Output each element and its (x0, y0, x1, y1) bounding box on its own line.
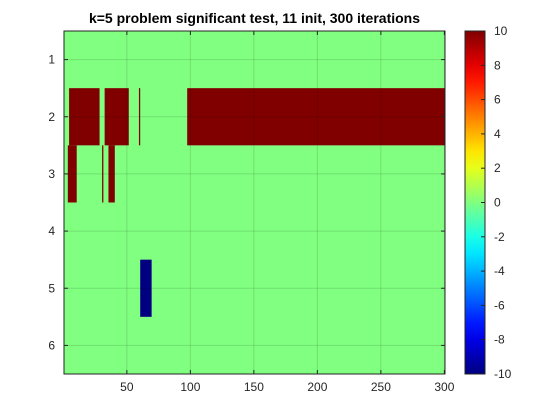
x-tick-label: 50 (120, 380, 134, 394)
y-tick-label: 3 (48, 167, 55, 181)
colorbar-tick-label: -2 (494, 230, 505, 244)
y-tick-label: 4 (48, 224, 55, 238)
chart-title: k=5 problem significant test, 11 init, 3… (89, 10, 420, 26)
heatmap-cell (104, 88, 129, 146)
colorbar-tick-label: 6 (494, 93, 501, 107)
heatmap-background (64, 31, 445, 374)
y-tick-label: 2 (48, 110, 55, 124)
y-tick-label: 6 (48, 338, 55, 352)
x-tick-label: 200 (307, 380, 327, 394)
colorbar-tick-label: -10 (494, 367, 512, 381)
heatmap-cell (67, 145, 77, 203)
heatmap-cell (187, 88, 445, 146)
x-tick-label: 150 (244, 380, 264, 394)
x-tick-label: 100 (180, 380, 200, 394)
colorbar-tick-label: -4 (494, 264, 505, 278)
heatmap-cell (138, 88, 141, 146)
colorbar-tick-label: -8 (494, 333, 505, 347)
colorbar-tick-label: 8 (494, 58, 501, 72)
y-tick-label: 1 (48, 53, 55, 67)
y-tick-label: 5 (48, 281, 55, 295)
x-tick-label: 300 (434, 380, 454, 394)
colorbar (465, 31, 485, 374)
heatmap-cell (140, 259, 152, 317)
heatmap-cell (69, 88, 100, 146)
axes-box (63, 30, 446, 375)
colorbar-tick-label: 0 (494, 196, 501, 210)
heatmap-cell (102, 145, 104, 203)
colorbar-tick-label: 10 (494, 24, 508, 38)
colorbar-tick-label: 4 (494, 127, 501, 141)
colorbar-tick-label: -6 (494, 298, 505, 312)
colorbar-tick-label: 2 (494, 161, 501, 175)
heatmap-cell (108, 145, 115, 203)
x-tick-label: 250 (371, 380, 391, 394)
